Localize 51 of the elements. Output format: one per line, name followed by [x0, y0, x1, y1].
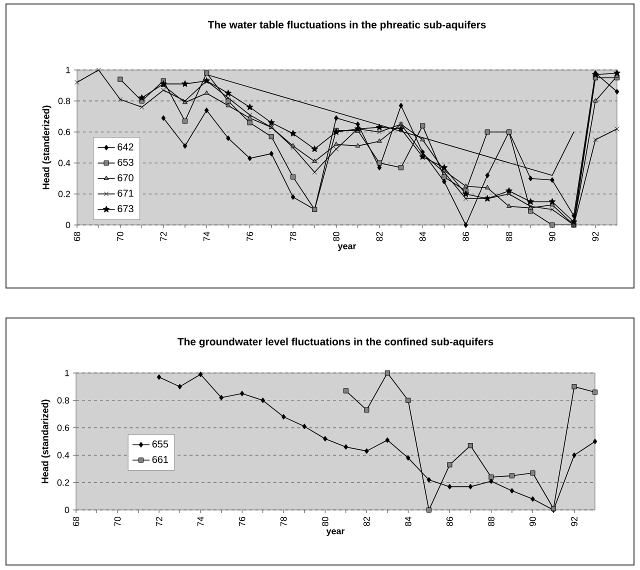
x-tick-label: 84 — [419, 232, 426, 242]
x-tick-label: 80 — [333, 232, 340, 242]
x-tick-label: 76 — [246, 232, 253, 242]
x-tick-label: 90 — [530, 516, 536, 526]
x-tick-label: 70 — [114, 516, 121, 526]
y-tick-label: 0 — [64, 506, 70, 514]
x-tick-label: 84 — [404, 516, 412, 526]
x-tick-label: 82 — [363, 516, 370, 526]
x-tick-label: 78 — [280, 516, 287, 526]
x-axis-title: year — [338, 244, 356, 252]
x-tick-label: 90 — [549, 232, 556, 242]
y-tick-label: 0.2 — [57, 479, 70, 486]
x-tick-label: 74 — [197, 516, 204, 526]
chart-title: The groundwater level fluctuations in the confined sub-aquifers — [178, 338, 494, 348]
x-tick-label: 80 — [322, 516, 328, 526]
legend-label: 671 — [118, 190, 134, 197]
legend-label: 642 — [118, 143, 134, 150]
y-axis-title: Head (standarized) — [41, 400, 50, 484]
x-tick-label: 74 — [204, 232, 210, 242]
legend-label: 673 — [118, 205, 134, 212]
x-tick-label: 82 — [376, 232, 383, 242]
y-tick-label: 0.6 — [57, 424, 70, 431]
x-tick-label: 68 — [74, 232, 80, 242]
x-tick-label: 78 — [290, 232, 296, 242]
y-tick-label: 0 — [66, 222, 70, 228]
x-tick-label: 88 — [506, 232, 512, 242]
x-tick-label: 68 — [72, 516, 80, 526]
y-tick-label: 1 — [65, 370, 70, 376]
y-tick-label: 0.6 — [58, 128, 70, 136]
y-tick-label: 1 — [66, 66, 70, 74]
x-tick-label: 72 — [156, 516, 162, 526]
x-tick-label: 76 — [238, 516, 246, 526]
chart-title: The water table fluctuations in the phreatic sub-aquifers — [208, 20, 486, 30]
x-tick-label: 92 — [592, 232, 599, 242]
legend-label: 661 — [152, 456, 168, 463]
x-tick-label: 86 — [462, 232, 469, 242]
y-tick-label: 0.2 — [58, 190, 70, 198]
x-tick-label: 86 — [446, 516, 453, 526]
y-axis-title: Head (standerized) — [42, 106, 52, 190]
x-tick-label: 92 — [571, 516, 578, 526]
y-tick-label: 0.8 — [57, 397, 70, 404]
x-axis-title: year — [326, 529, 345, 536]
y-tick-label: 0.4 — [57, 452, 70, 458]
legend-label: 670 — [118, 174, 134, 182]
x-tick-label: 70 — [117, 232, 124, 242]
legend-label: 653 — [118, 158, 134, 166]
x-tick-label: 88 — [488, 516, 494, 526]
y-tick-label: 0.8 — [58, 98, 70, 104]
y-tick-label: 0.4 — [58, 160, 70, 166]
legend-label: 655 — [152, 440, 168, 448]
x-tick-label: 72 — [160, 232, 167, 242]
